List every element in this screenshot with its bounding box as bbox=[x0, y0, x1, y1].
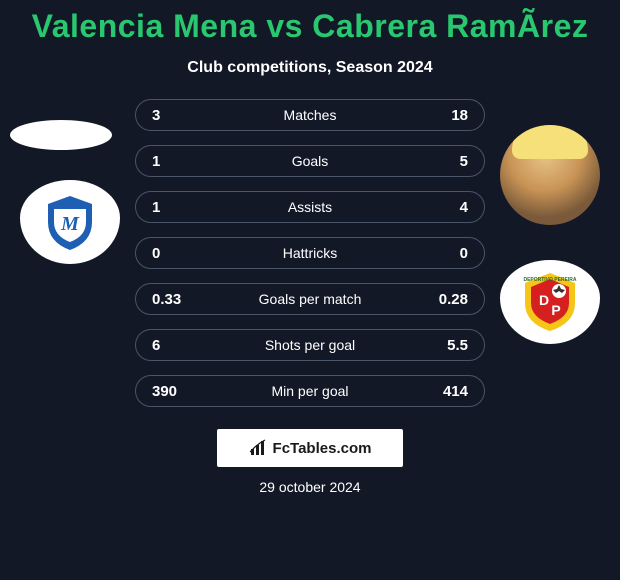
stat-left-value: 0.33 bbox=[152, 291, 212, 308]
date-label: 29 october 2024 bbox=[0, 479, 620, 495]
stat-right-value: 414 bbox=[408, 383, 468, 400]
deportivo-pereira-crest-icon: D P DEPORTIVO PEREIRA bbox=[517, 269, 583, 335]
stat-right-value: 5.5 bbox=[408, 337, 468, 354]
player-right-avatar bbox=[500, 125, 600, 225]
stat-right-value: 4 bbox=[408, 199, 468, 216]
stat-label: Min per goal bbox=[212, 383, 408, 399]
page-title: Valencia Mena vs Cabrera RamÃ­rez bbox=[0, 0, 620, 45]
stat-right-value: 0 bbox=[408, 245, 468, 262]
stat-label: Shots per goal bbox=[212, 337, 408, 353]
footer-badge: FcTables.com bbox=[217, 429, 403, 467]
subtitle: Club competitions, Season 2024 bbox=[0, 59, 620, 77]
player-left-avatar bbox=[10, 120, 112, 150]
svg-text:P: P bbox=[551, 302, 560, 318]
stat-row: 390 Min per goal 414 bbox=[135, 375, 485, 407]
stat-row: 0.33 Goals per match 0.28 bbox=[135, 283, 485, 315]
stat-label: Hattricks bbox=[212, 245, 408, 261]
stat-left-value: 3 bbox=[152, 107, 212, 124]
svg-text:D: D bbox=[539, 292, 549, 308]
stat-left-value: 0 bbox=[152, 245, 212, 262]
comparison-card: Valencia Mena vs Cabrera RamÃ­rez Club c… bbox=[0, 0, 620, 580]
stat-left-value: 6 bbox=[152, 337, 212, 354]
stat-right-value: 5 bbox=[408, 153, 468, 170]
footer-text: FcTables.com bbox=[273, 440, 372, 457]
stat-row: 0 Hattricks 0 bbox=[135, 237, 485, 269]
stat-row: 1 Goals 5 bbox=[135, 145, 485, 177]
stat-label: Assists bbox=[212, 199, 408, 215]
stat-right-value: 0.28 bbox=[408, 291, 468, 308]
stat-label: Goals per match bbox=[212, 291, 408, 307]
stat-right-value: 18 bbox=[408, 107, 468, 124]
svg-text:DEPORTIVO PEREIRA: DEPORTIVO PEREIRA bbox=[523, 277, 576, 283]
bar-chart-icon bbox=[249, 439, 267, 457]
stat-label: Matches bbox=[212, 107, 408, 123]
stat-row: 6 Shots per goal 5.5 bbox=[135, 329, 485, 361]
stat-left-value: 1 bbox=[152, 199, 212, 216]
stat-left-value: 1 bbox=[152, 153, 212, 170]
svg-text:M: M bbox=[60, 213, 80, 235]
stat-left-value: 390 bbox=[152, 383, 212, 400]
stat-label: Goals bbox=[212, 153, 408, 169]
millonarios-crest-icon: M bbox=[40, 192, 100, 252]
stat-row: 3 Matches 18 bbox=[135, 99, 485, 131]
stat-row: 1 Assists 4 bbox=[135, 191, 485, 223]
